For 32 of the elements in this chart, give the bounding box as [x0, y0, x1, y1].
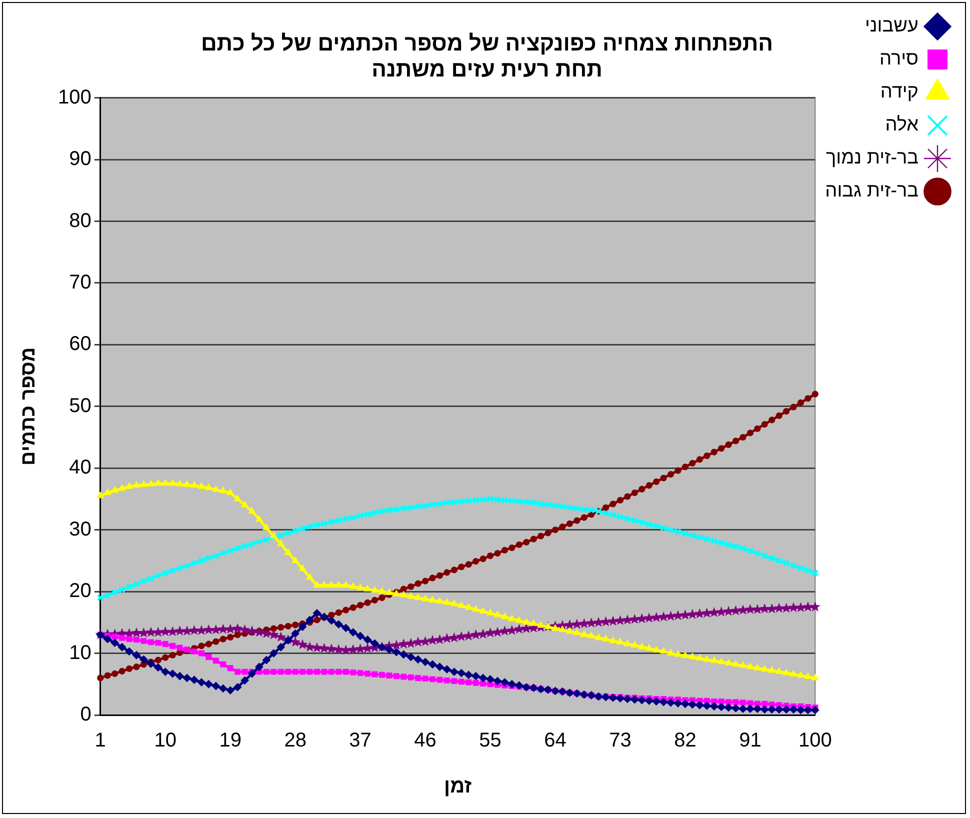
legend-label: סירה — [879, 48, 918, 70]
x-tick-label: 100 — [798, 730, 832, 752]
y-tick-label: 70 — [69, 271, 92, 294]
y-tick-label: 60 — [69, 333, 92, 356]
legend-label: אלה — [885, 114, 919, 136]
x-tick-label: 91 — [739, 730, 762, 752]
x-tick-label: 10 — [154, 730, 176, 752]
y-tick-label: 20 — [69, 580, 92, 602]
y-tick-label: 0 — [80, 704, 92, 726]
x-tick-label: 28 — [284, 730, 306, 752]
y-axis-title: מספר כתמים — [18, 347, 40, 466]
chart-title: התפתחות צמחיה כפונקציה של מספר הכתמים של כל כתם תחת רעית עזים משתנה — [200, 30, 774, 82]
y-tick-label: 80 — [69, 210, 92, 232]
legend-label: בר-זית גבוה — [825, 180, 918, 202]
legend-label: עשבוני — [864, 16, 918, 37]
x-tick-label: 46 — [414, 730, 436, 752]
y-tick-label: 90 — [69, 148, 92, 170]
x-axis-title: זמן — [444, 776, 472, 798]
x-tick-label: 82 — [674, 730, 696, 752]
y-tick-label: 100 — [58, 86, 92, 108]
legend-label: בר-זית נמוך — [826, 148, 918, 169]
y-tick-label: 40 — [69, 456, 92, 479]
x-tick-label: 19 — [219, 730, 242, 752]
x-tick-label: 37 — [349, 730, 372, 752]
legend-label: קידה — [880, 82, 918, 103]
y-tick-label: 10 — [69, 642, 92, 664]
y-tick-label: 30 — [69, 518, 92, 540]
x-tick-label: 55 — [479, 730, 502, 752]
x-tick-label: 73 — [609, 730, 632, 752]
x-tick-label: 1 — [94, 730, 106, 752]
y-tick-label: 50 — [69, 394, 92, 417]
x-tick-label: 64 — [544, 730, 566, 752]
